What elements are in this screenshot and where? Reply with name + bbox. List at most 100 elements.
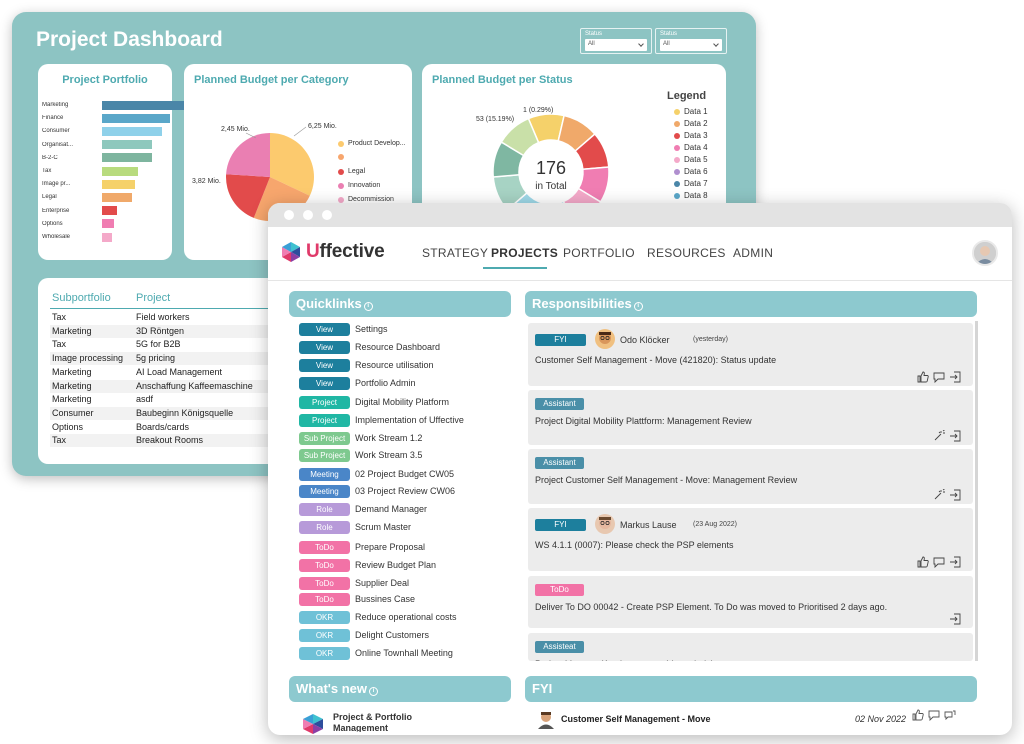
status-legend-title: Legend — [667, 90, 707, 102]
quicklink-item[interactable]: View Resource Dashboard — [299, 340, 440, 354]
quicklink-item[interactable]: OKR Online Townhall Meeting — [299, 646, 453, 660]
status-legend-item[interactable]: Data 6 — [674, 167, 708, 176]
nav-strategy[interactable]: STRATEGY — [422, 246, 489, 260]
exit-icon[interactable] — [949, 430, 961, 442]
info-icon[interactable]: i — [363, 302, 373, 311]
table-row[interactable]: Consumer Baubeginn Königsquelle — [50, 406, 338, 420]
status-filter-2[interactable]: Status All — [655, 28, 727, 54]
responsibility-card[interactable]: FYI Odo Klöcker (yesterday) Customer Self M… — [528, 323, 973, 386]
status-legend-item[interactable]: Data 7 — [674, 179, 708, 188]
quicklink-item[interactable]: View Resource utilisation — [299, 358, 434, 372]
quicklink-item[interactable]: ToDo Review Budget Plan — [299, 558, 436, 572]
quicklink-item[interactable]: View Settings — [299, 322, 388, 336]
table-row[interactable]: Marketing Anschaffung Kaffeemaschine — [50, 379, 338, 393]
quicklink-item[interactable]: ToDo Supplier Deal — [299, 576, 409, 590]
status-legend-item[interactable]: Data 2 — [674, 119, 708, 128]
quicklink-item[interactable]: Meeting 02 Project Budget CW05 — [299, 467, 454, 481]
user-avatar[interactable] — [972, 240, 998, 266]
magic-wand-icon[interactable] — [933, 489, 945, 501]
quicklink-item[interactable]: Project Digital Mobility Platform — [299, 395, 449, 409]
portfolio-bar[interactable] — [102, 126, 162, 136]
legend-label: Data 5 — [684, 155, 708, 164]
table-row[interactable]: Marketing asdf — [50, 393, 338, 407]
portfolio-bar[interactable] — [102, 140, 152, 150]
window-dot-maximize[interactable] — [322, 210, 332, 220]
responsibility-card[interactable]: Assisteat Project Veganer Kantinenessen: … — [528, 633, 973, 661]
quicklink-item[interactable]: Role Scrum Master — [299, 520, 411, 534]
quicklink-item[interactable]: OKR Delight Customers — [299, 628, 429, 642]
table-row[interactable]: Tax Breakout Rooms — [50, 434, 338, 448]
responsibility-card[interactable]: ToDo Deliver To DO 00042 - Create PSP Ele… — [528, 576, 973, 628]
comment-icon[interactable] — [933, 556, 945, 568]
window-dot-minimize[interactable] — [303, 210, 313, 220]
legend-swatch — [674, 168, 680, 175]
status-legend-item[interactable]: Data 8 — [674, 191, 708, 200]
portfolio-bar[interactable] — [102, 166, 138, 176]
pie-slice[interactable] — [226, 133, 270, 177]
portfolio-bar[interactable] — [102, 219, 114, 229]
comment-icon[interactable] — [933, 371, 945, 383]
portfolio-bar[interactable] — [102, 206, 117, 216]
thumbs-up-icon[interactable] — [917, 371, 929, 383]
whats-new-item[interactable]: Project & Portfolio Management — [299, 712, 453, 734]
responsibility-card[interactable]: FYI Markus Lause (23 Aug 2022) WS 4.1.1 (00… — [528, 508, 973, 571]
status-filter-select[interactable]: All — [585, 39, 647, 51]
pie-legend-item[interactable]: Innovation — [338, 182, 380, 189]
status-filter-1[interactable]: Status All — [580, 28, 652, 54]
status-filter-select[interactable]: All — [660, 39, 722, 51]
window-dot-close[interactable] — [284, 210, 294, 220]
quicklink-item[interactable]: Meeting 03 Project Review CW06 — [299, 484, 455, 498]
quicklink-item[interactable]: ToDo Bussines Case — [299, 592, 415, 606]
nav-resources[interactable]: RESOURCES — [647, 246, 726, 260]
nav-admin[interactable]: ADMIN — [733, 246, 774, 260]
portfolio-bar[interactable] — [102, 153, 152, 163]
portfolio-bar[interactable] — [102, 100, 187, 110]
chat-icon[interactable] — [944, 709, 956, 721]
fyi-item-title[interactable]: Customer Self Management - Move — [561, 714, 711, 724]
portfolio-bar[interactable] — [102, 232, 112, 242]
pie-legend-item[interactable]: Decommission — [338, 196, 394, 203]
info-icon[interactable]: i — [633, 302, 643, 311]
thumbs-up-icon[interactable] — [912, 709, 924, 721]
exit-icon[interactable] — [949, 556, 961, 568]
donut-segment[interactable] — [500, 117, 540, 157]
quicklink-item[interactable]: View Portfolio Admin — [299, 376, 416, 390]
pie-slice[interactable] — [270, 133, 314, 196]
table-row[interactable]: Marketing AI Load Management — [50, 365, 338, 379]
status-legend-item[interactable]: Data 5 — [674, 155, 708, 164]
info-icon[interactable]: i — [369, 687, 378, 696]
quicklink-item[interactable]: Project Implementation of Uffective — [299, 413, 464, 427]
uffective-logo[interactable]: Uffective — [280, 241, 385, 263]
status-legend-item[interactable]: Data 3 — [674, 131, 708, 140]
status-legend-item[interactable]: Data 4 — [674, 143, 708, 152]
table-row[interactable]: Image processing 5g pricing — [50, 352, 338, 366]
nav-projects[interactable]: PROJECTS — [491, 246, 559, 260]
pie-legend-item[interactable]: Product Develop... — [338, 140, 406, 147]
portfolio-bar[interactable] — [102, 179, 135, 189]
status-legend-item[interactable]: Data 1 — [674, 107, 708, 116]
pie-legend-item[interactable] — [338, 154, 348, 160]
table-row[interactable]: Tax 5G for B2B — [50, 338, 338, 352]
exit-icon[interactable] — [949, 371, 961, 383]
portfolio-bar[interactable] — [102, 192, 132, 202]
responsibilities-scrollbar[interactable] — [975, 321, 978, 661]
quicklink-item[interactable]: ToDo Prepare Proposal — [299, 540, 425, 554]
exit-icon[interactable] — [949, 489, 961, 501]
portfolio-bar[interactable] — [102, 113, 170, 123]
thumbs-up-icon[interactable] — [917, 556, 929, 568]
magic-wand-icon[interactable] — [933, 430, 945, 442]
quicklink-item[interactable]: Sub Project Work Stream 3.5 — [299, 448, 422, 462]
quicklink-item[interactable]: Sub Project Work Stream 1.2 — [299, 431, 422, 445]
quicklink-item[interactable]: OKR Reduce operational costs — [299, 610, 457, 624]
comment-icon[interactable] — [928, 709, 940, 721]
responsibility-card[interactable]: Assistant Project Customer Self Managemen… — [528, 449, 973, 504]
table-row[interactable]: Tax Field workers — [50, 311, 338, 324]
responsibility-card[interactable]: Assistant Project Digital Mobility Plattf… — [528, 390, 973, 445]
exit-icon[interactable] — [949, 613, 961, 625]
table-row[interactable]: Marketing 3D Röntgen — [50, 324, 338, 338]
pie-slice[interactable] — [226, 174, 270, 218]
quicklink-item[interactable]: Role Demand Manager — [299, 502, 427, 516]
pie-legend-item[interactable]: Legal — [338, 168, 365, 175]
table-row[interactable]: Options Boards/cards — [50, 420, 338, 434]
nav-portfolio[interactable]: PORTFOLIO — [563, 246, 635, 260]
